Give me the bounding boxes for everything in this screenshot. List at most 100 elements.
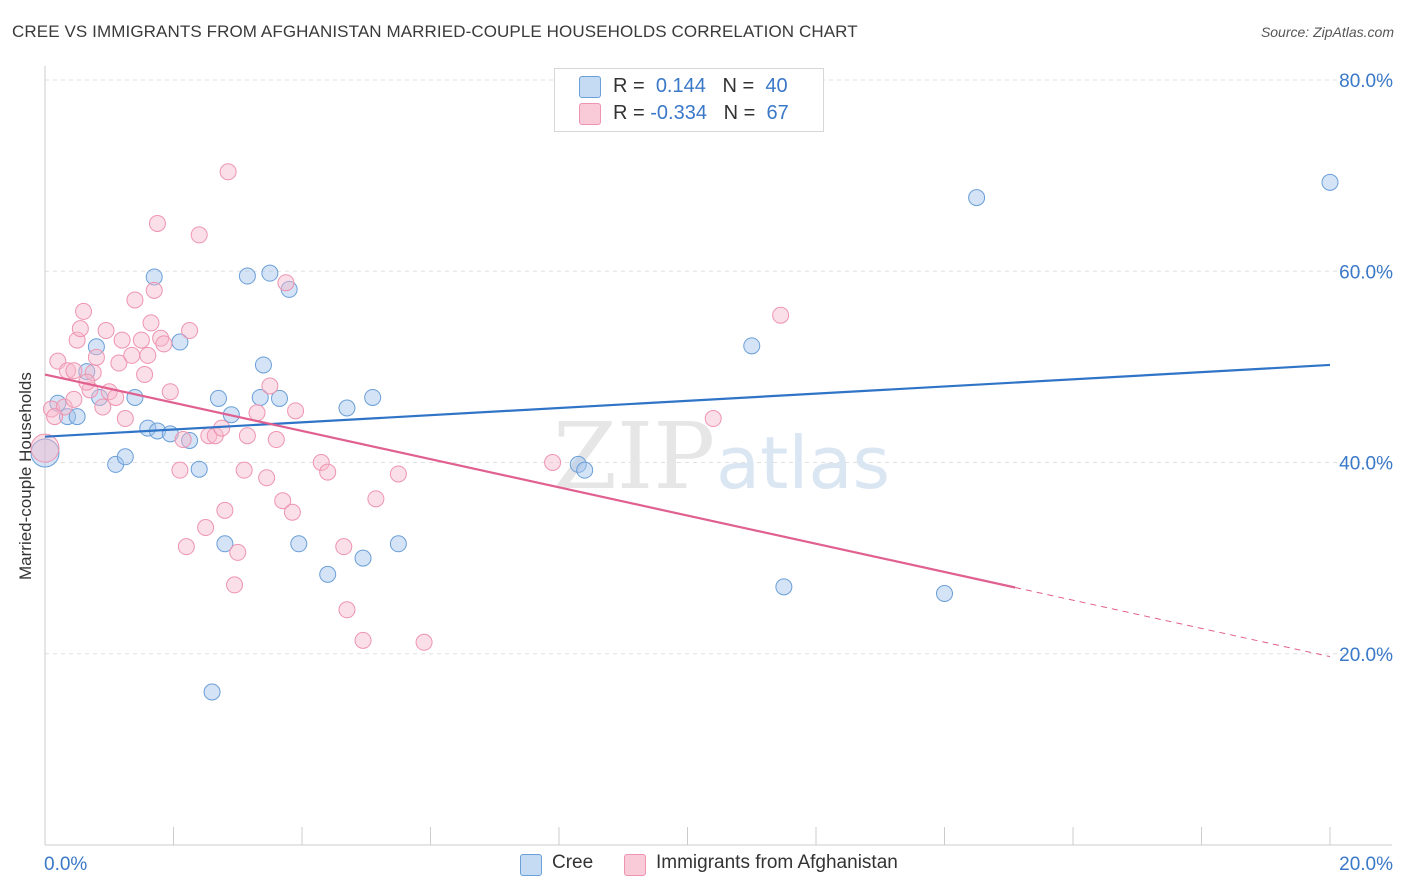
correlation-legend: R = 0.144 N = 40 R = -0.334 N = 67 [554,68,824,132]
point-cree-8 [126,388,144,406]
point-afghanistan-48 [261,377,279,395]
point-afghanistan-35 [190,226,208,244]
point-cree-7 [116,448,134,466]
point-cree-37 [968,189,986,207]
point-afghanistan-20 [123,346,141,364]
source-label: Source: ZipAtlas.com [1260,24,1394,40]
r-label: R = [613,75,645,97]
point-cree-2 [58,408,76,426]
point-cree-15 [190,460,208,478]
n-value-afghanistan: 67 [766,102,789,124]
point-cree-36 [936,585,953,603]
point-afghanistan-12 [87,348,105,366]
point-afghanistan-53 [287,402,305,420]
y-tick-label-1: 40.0% [1339,454,1393,475]
point-afghanistan-47 [258,469,276,487]
y-tick-label-3: 80.0% [1339,71,1393,92]
point-afghanistan-44 [235,461,253,479]
point-afghanistan-40 [216,501,234,519]
point-afghanistan-17 [110,354,128,372]
point-cree-31 [389,535,407,553]
chart-title: CREE VS IMMIGRANTS FROM AFGHANISTAN MARR… [12,22,858,41]
point-cree-32 [569,455,587,473]
afghanistan-swatch [579,103,601,125]
point-cree-26 [290,535,308,553]
y-tick-label-0: 20.0% [1339,645,1393,666]
point-cree-30 [364,388,382,406]
point-afghanistan-36 [197,519,215,537]
watermark-atlas: atlas [716,421,890,505]
afghanistan-legend-label: Immigrants from Afghanistan [656,852,898,873]
point-afghanistan-31 [171,461,189,479]
trend-line-cree [44,363,1331,438]
point-afghanistan-57 [338,601,356,619]
point-cree-29 [354,549,372,567]
point-afghanistan-54 [312,454,330,471]
point-cree-35 [775,578,793,596]
trend-lines [44,363,1331,658]
point-cree-28 [338,399,356,417]
grid-lines [45,79,1392,655]
point-cree-33 [576,461,594,479]
point-afghanistan-55 [319,463,337,481]
trend-line-afghanistan [44,373,1016,589]
n-label: N = [723,102,756,124]
point-afghanistan-23 [136,366,154,384]
y-tick-label-2: 60.0% [1339,262,1393,283]
point-afghanistan-13 [94,398,112,416]
trend-line-dashed-afghanistan [1015,587,1331,658]
point-afghanistan-52 [283,503,301,521]
point-afghanistan-51 [277,274,295,292]
point-afghanistan-61 [415,633,433,651]
scatter-points [30,163,1339,701]
point-afghanistan-5 [65,362,83,380]
point-afghanistan-62 [544,454,562,471]
point-afghanistan-9 [75,302,93,320]
x-tick-label-min: 0.0% [44,854,87,875]
n-label: N = [722,75,755,97]
point-afghanistan-22 [132,331,150,349]
axes [44,66,1392,846]
point-afghanistan-41 [219,163,237,181]
point-cree-24 [271,389,289,407]
point-cree-20 [238,267,256,285]
point-afghanistan-64 [772,306,790,324]
point-afghanistan-18 [113,331,131,349]
point-afghanistan-65 [46,408,64,426]
point-afghanistan-58 [354,631,372,649]
n-value-cree: 40 [765,75,788,97]
point-cree-17 [209,389,227,407]
point-afghanistan-21 [126,291,144,309]
point-afghanistan-60 [389,465,407,483]
point-cree-23 [261,264,279,282]
point-afghanistan-8 [71,320,89,338]
point-afghanistan-49 [267,431,285,449]
point-cree-16 [203,683,221,701]
point-afghanistan-59 [367,490,385,508]
point-cree-18 [216,535,234,553]
point-afghanistan-24 [139,346,157,364]
point-afghanistan-0 [30,433,60,463]
point-cree-10 [145,268,163,286]
point-cree-22 [254,356,272,374]
afghanistan-legend-swatch [624,854,646,876]
point-afghanistan-26 [145,281,163,299]
r-value-cree: 0.144 [655,75,706,97]
tick-labels: 20.0% 40.0% 60.0% 80.0% 0.0% 20.0% [44,71,1393,875]
point-afghanistan-46 [248,404,266,422]
x-tick-label-max: 20.0% [1339,854,1393,875]
point-afghanistan-56 [335,538,353,556]
point-afghanistan-50 [274,492,292,510]
point-cree-27 [319,565,337,583]
cree-legend-swatch [520,854,542,876]
point-afghanistan-25 [142,314,160,332]
point-cree-38 [1321,173,1339,191]
point-afghanistan-27 [148,214,166,232]
point-afghanistan-42 [226,576,244,594]
cree-legend-label: Cree [552,852,594,873]
r-value-afghanistan: -0.334 [650,102,707,124]
y-axis-label: Married-couple Households [16,372,35,580]
point-cree-14 [181,432,199,450]
point-afghanistan-32 [174,431,192,449]
